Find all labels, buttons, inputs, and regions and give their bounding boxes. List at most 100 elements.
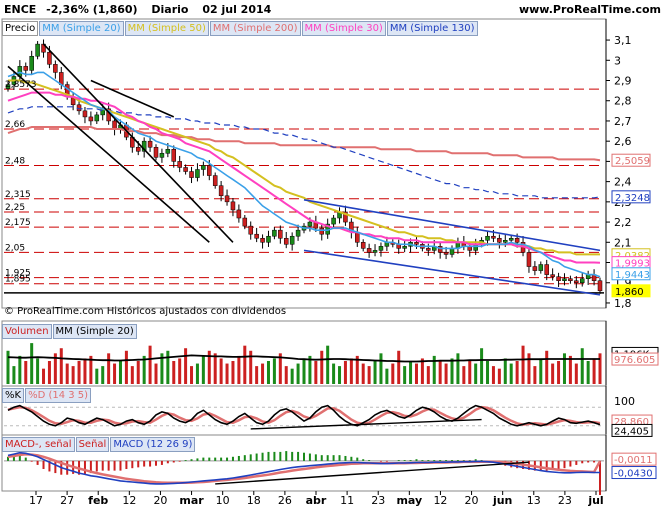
volume-bar [503, 358, 507, 384]
candle-body [289, 235, 295, 245]
macd-hist-bar [42, 460, 45, 469]
macd-value-label: -0,0011 [614, 455, 653, 466]
volume-bar [527, 353, 531, 384]
legend-mm200[interactable]: MM (Simple 200) [209, 21, 301, 36]
legend-macd-line[interactable]: Señal [75, 437, 110, 452]
macd-hist-bar [83, 460, 86, 474]
volume-bar [18, 355, 22, 384]
candle-body [343, 211, 348, 223]
candle-body [443, 252, 449, 255]
macd-hist-bar [66, 460, 69, 475]
volume-bar [284, 366, 288, 384]
candle-body [236, 209, 242, 219]
value-label-box [611, 153, 651, 167]
legend-volume[interactable]: Volumen [2, 324, 52, 339]
macd-hist-bar [409, 460, 412, 461]
volume-bar [30, 343, 34, 384]
macd-hist-bar [397, 460, 400, 461]
macd-hist-bar [468, 460, 471, 461]
legend-vol-mm20[interactable]: MM (Simple 20) [52, 324, 137, 339]
x-tick-label: 13 [527, 494, 541, 507]
change-text: -2,36% (1,860) [46, 3, 138, 16]
volume-bar [272, 358, 276, 384]
candle-body [307, 221, 313, 227]
legend-macd[interactable]: MACD (12 26 9) [110, 437, 196, 452]
value-label: 2,3248 [615, 193, 650, 204]
macd-hist-bar [95, 460, 98, 472]
volume-value-label: 976.605 [614, 355, 655, 366]
legend-macd-signal[interactable]: MACD-, señal [2, 437, 75, 452]
y-tick-label: 2,8 [614, 95, 632, 108]
y-tick-label: 2,7 [614, 115, 632, 128]
candle-body [556, 276, 561, 281]
macd-hist-bar [332, 455, 335, 461]
panel-frame [1, 385, 607, 436]
candle-body [230, 201, 236, 211]
x-tick-label: 10 [216, 494, 230, 507]
legend-mm50[interactable]: MM (Simple 50) [124, 21, 209, 36]
volume-bar [598, 353, 602, 384]
legend-stoch-d[interactable]: %D (14 3 5) [25, 388, 92, 403]
candle-body [295, 229, 301, 237]
macd-hist-bar [178, 460, 181, 462]
volume-bar [332, 363, 336, 384]
legend-mm20[interactable]: MM (Simple 20) [39, 21, 124, 36]
candle-body [485, 235, 490, 241]
candle-body [183, 167, 188, 172]
macd-hist-bar [131, 460, 134, 469]
candle-body [47, 51, 52, 65]
candle-body [491, 235, 496, 239]
legend-mm30[interactable]: MM (Simple 30) [301, 21, 386, 36]
stoch-d-line [7, 405, 601, 426]
value-label-box [611, 190, 651, 204]
macd-hist-bar [231, 456, 234, 461]
volume-bar [201, 355, 205, 384]
volume-bar [338, 366, 342, 384]
y-tick-label: 2,2 [614, 216, 632, 229]
volume-bar [59, 348, 63, 384]
volume-bar [438, 361, 442, 384]
candle-body [272, 229, 277, 237]
volume-bar [491, 366, 495, 384]
legend-stoch-k[interactable]: %K [2, 388, 25, 403]
macd-hist-bar [456, 460, 459, 461]
x-tick-label: 20 [153, 494, 167, 507]
level-label: 2,66 [5, 120, 25, 130]
macd-hist-bar [208, 457, 211, 461]
macd-hist-bar [125, 460, 128, 469]
volume-bar [562, 353, 566, 384]
volume-bar [71, 366, 75, 384]
macd-hist-bar [403, 460, 406, 461]
macd-legend: MACD-, señal Señal MACD (12 26 9) [2, 437, 196, 452]
candle-body [159, 153, 165, 158]
macd-hist-bar [196, 458, 199, 461]
macd-hist-bar [166, 460, 169, 464]
macd-hist-bar [545, 460, 548, 471]
volume-bar [6, 350, 10, 384]
volume-bar [474, 363, 478, 384]
candle-body [177, 161, 182, 168]
volume-bar [213, 353, 217, 384]
volume-bar [497, 368, 501, 384]
volume-mm20-line [7, 354, 600, 363]
macd-hist-bar [190, 459, 193, 461]
volume-bar [95, 368, 99, 384]
value-label: 1,9993 [615, 259, 650, 270]
volume-bar [385, 368, 389, 384]
macd-hist-bar [551, 460, 554, 470]
volume-bar [409, 361, 413, 384]
legend-mm130[interactable]: MM (Simple 130) [386, 21, 478, 36]
volume-bar [65, 363, 69, 384]
legend-price[interactable]: Precio [2, 21, 39, 36]
x-tick-label: 18 [247, 494, 261, 507]
macd-hist-bar [261, 452, 264, 461]
macd-hist-bar [30, 460, 33, 462]
x-tick-label: may [396, 494, 422, 507]
candle-body [218, 185, 224, 197]
level-label: 1,895 [5, 275, 31, 285]
candle-body [112, 120, 117, 130]
candle-body [135, 146, 141, 152]
volume-bar [89, 355, 93, 384]
macd-hist-bar [255, 453, 258, 461]
macd-hist-bar [303, 452, 305, 461]
